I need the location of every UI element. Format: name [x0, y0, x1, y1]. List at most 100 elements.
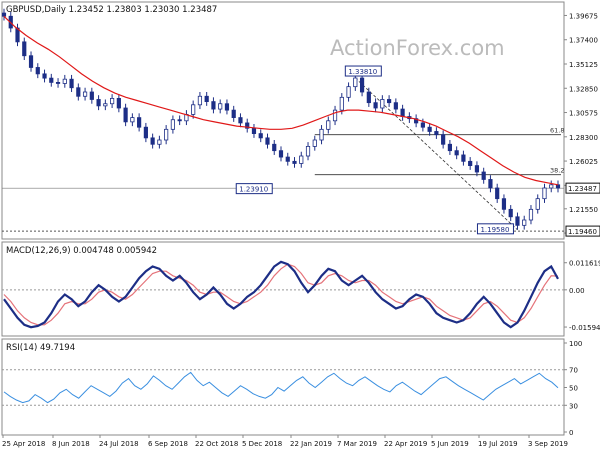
candle-body [49, 77, 54, 83]
candle-body [319, 128, 324, 141]
candle-body [299, 155, 304, 164]
candle-body [103, 103, 108, 107]
candle-body [224, 103, 230, 111]
swing-annotations: 1.33810 1.23910 1.19580 [235, 65, 514, 235]
candle-body [353, 77, 358, 88]
candle-body [474, 165, 480, 173]
candle-body [191, 104, 196, 115]
price-axis: 1.39675 1.37400 1.35125 1.32850 1.30575 1.283… [2, 12, 600, 238]
candle-body [123, 107, 128, 123]
candle-body [305, 145, 311, 157]
candle-body [488, 179, 493, 189]
candle-body [55, 82, 61, 84]
candle-body [292, 160, 297, 164]
macd-main-line [3, 260, 559, 329]
rsi-tick-label: 0 [569, 429, 573, 437]
candle-body [515, 216, 520, 226]
candle-body [427, 126, 432, 132]
time-tick-label: 8 Jun 2018 [52, 440, 90, 448]
macd-axis: 0.011619 0.00 -0.015949 [2, 260, 600, 332]
price-tick-label: 1.32850 [569, 85, 598, 93]
candle-body [326, 120, 331, 130]
candle-body [164, 128, 169, 141]
candle-body [116, 98, 121, 109]
candle-body [461, 154, 466, 162]
candle-body [211, 101, 216, 110]
candle-body [204, 95, 209, 103]
time-tick-label: 25 Apr 2018 [2, 440, 45, 448]
candle-body [177, 119, 182, 122]
time-tick-label: 5 Dec 2018 [242, 440, 282, 448]
candle-body [387, 99, 392, 104]
macd-tick-label: 0.00 [569, 287, 585, 295]
time-tick-label: 3 Sep 2019 [528, 440, 568, 448]
rsi-tick-label: 100 [569, 340, 582, 348]
time-tick-label: 22 Jan 2019 [290, 440, 332, 448]
candle-body [69, 78, 74, 89]
candle-body [218, 103, 223, 110]
candle-body [359, 77, 365, 93]
support-tag-label: 1.19460 [568, 228, 597, 236]
swing-label-box [235, 183, 273, 195]
current-price-box [565, 182, 600, 194]
candle-body [522, 219, 527, 226]
macd-title: MACD(12,26,9) 0.004748 0.005942 [6, 246, 157, 256]
candle-body [393, 102, 398, 110]
rsi-tick-label: 30 [569, 402, 578, 410]
time-tick-label: 5 Jun 2019 [431, 440, 469, 448]
price-tick-label: 1.35125 [569, 61, 598, 69]
candle-body [420, 122, 425, 128]
candle-body [373, 102, 378, 109]
candle-body [434, 131, 439, 136]
candle-body [441, 134, 446, 145]
candle-body [245, 122, 250, 129]
macd-panel-frame [1, 241, 565, 337]
candle-body [238, 117, 243, 124]
price-tick-label: 1.39675 [569, 12, 598, 20]
candle-body [157, 139, 162, 145]
candle-body [481, 171, 486, 180]
price-tick-label: 1.26025 [569, 158, 598, 166]
candle-body [197, 95, 203, 106]
time-tick-label: 6 Sep 2018 [148, 440, 188, 448]
candle-body [380, 99, 385, 109]
candle-body [508, 208, 513, 218]
candle-body [62, 78, 67, 84]
candle-body [137, 117, 142, 128]
price-tick-label: 1.28300 [569, 134, 598, 142]
candle-body [535, 198, 540, 210]
fib-level-label: 61.8 [550, 127, 564, 135]
candle-body [231, 109, 236, 118]
current-price-label: 1.23487 [568, 185, 597, 193]
candle-body [495, 187, 500, 200]
macd-tick-label: 0.011619 [569, 260, 600, 268]
candle-body [150, 137, 155, 145]
rsi-title: RSI(14) 49.7194 [6, 343, 75, 353]
candle-body [143, 126, 148, 139]
fib-level-label: 38.2 [550, 167, 564, 175]
candle-body [454, 150, 459, 156]
candle-body [346, 86, 351, 98]
time-tick-label: 24 Jul 2018 [99, 440, 139, 448]
candle-body [332, 109, 338, 122]
candle-body [96, 99, 101, 107]
candle-body [1, 12, 7, 17]
candle-body [15, 27, 20, 43]
support-tag-box [565, 225, 600, 237]
candle-body [251, 127, 257, 134]
watermark: ActionForex.com [330, 36, 505, 60]
candle-body [272, 143, 277, 152]
candle-body [110, 98, 115, 105]
candle-body [28, 55, 34, 68]
candle-body [265, 137, 270, 145]
main-title: GBPUSD,Daily 1.23452 1.23803 1.23030 1.2… [6, 5, 217, 15]
rsi-tick-label: 50 [569, 385, 578, 393]
candle-body [366, 91, 371, 104]
candle-body [76, 87, 81, 97]
swing-label: 1.19580 [480, 226, 509, 234]
candle-body [555, 184, 561, 189]
rsi-panel-frame [1, 338, 565, 436]
time-tick-label: 7 Mar 2019 [337, 440, 377, 448]
time-tick-label: 22 Apr 2019 [384, 440, 427, 448]
